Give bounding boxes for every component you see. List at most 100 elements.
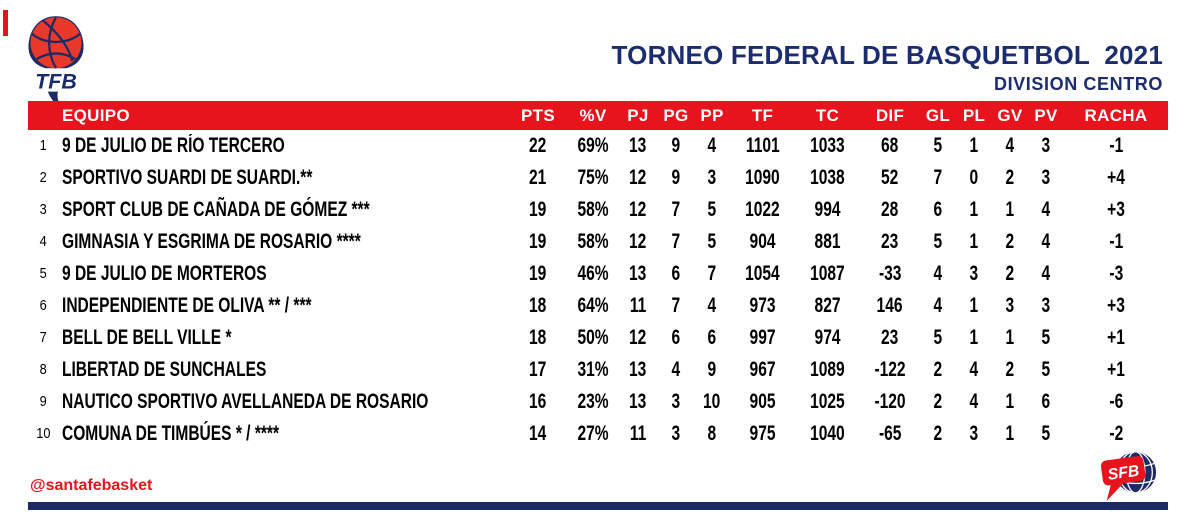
cell-rank: 9: [39, 393, 47, 410]
cell-rank: 7: [39, 329, 47, 346]
tfb-text: TFB: [35, 70, 77, 94]
cell-pctv: 75%: [577, 166, 609, 189]
tfb-logo: TFB: [28, 16, 84, 108]
cell-pj: 12: [629, 198, 647, 221]
cell-pv: 4: [1041, 198, 1051, 221]
column-header-pg: PG: [658, 101, 694, 130]
cell-team-name: SPORT CLUB DE CAÑADA DE GÓMEZ ***: [62, 198, 370, 221]
cell-gl: 4: [933, 262, 943, 285]
cell-pts: 18: [529, 294, 547, 317]
divider-bar: [28, 502, 1168, 510]
cell-pj: 11: [629, 422, 647, 445]
cell-pl: 3: [969, 262, 979, 285]
cell-pctv: 46%: [577, 262, 609, 285]
cell-pj: 11: [629, 294, 647, 317]
cell-tf: 997: [749, 326, 776, 349]
column-header-pctv: %V: [568, 101, 618, 130]
cell-tf: 1054: [745, 262, 780, 285]
cell-pg: 7: [671, 230, 681, 253]
cell-pj: 12: [629, 166, 647, 189]
cell-tf: 905: [749, 390, 776, 413]
column-header-pts: PTS: [508, 101, 568, 130]
cell-pts: 21: [529, 166, 547, 189]
cell-gv: 2: [1005, 166, 1015, 189]
cell-pl: 1: [969, 134, 979, 157]
cell-tf: 967: [749, 358, 776, 381]
cell-pg: 3: [671, 390, 681, 413]
cell-tc: 1038: [810, 166, 845, 189]
cell-pctv: 58%: [577, 230, 609, 253]
cell-pj: 12: [629, 326, 647, 349]
cell-dif: -120: [874, 390, 906, 413]
cell-tf: 975: [749, 422, 776, 445]
column-header-racha: RACHA: [1064, 101, 1168, 130]
cell-gl: 6: [933, 198, 943, 221]
cell-pv: 3: [1041, 134, 1051, 157]
cell-team-name: LIBERTAD DE SUNCHALES: [62, 358, 267, 381]
cell-tc: 1025: [810, 390, 845, 413]
cell-pv: 5: [1041, 326, 1051, 349]
cell-pl: 4: [969, 390, 979, 413]
cell-pv: 6: [1041, 390, 1051, 413]
cell-pctv: 50%: [577, 326, 609, 349]
cell-dif: 68: [881, 134, 899, 157]
table-row: 8 LIBERTAD DE SUNCHALES 17 31% 13 4 9 96…: [28, 354, 1168, 386]
cell-gl: 4: [933, 294, 943, 317]
cell-tc: 1033: [810, 134, 845, 157]
red-corner-mark: [3, 10, 8, 36]
cell-rank: 6: [39, 297, 47, 314]
cell-pctv: 64%: [577, 294, 609, 317]
standings-tbody: 1 9 DE JULIO DE RÍO TERCERO 22 69% 13 9 …: [28, 130, 1168, 450]
cell-rank: 1: [39, 137, 47, 154]
cell-gl: 2: [933, 422, 943, 445]
cell-racha: -6: [1109, 390, 1123, 413]
column-header-pp: PP: [694, 101, 730, 130]
cell-pp: 5: [707, 198, 717, 221]
cell-pts: 18: [529, 326, 547, 349]
column-header-tc: TC: [795, 101, 860, 130]
cell-gl: 5: [933, 326, 943, 349]
cell-pj: 13: [629, 134, 647, 157]
cell-pv: 4: [1041, 262, 1051, 285]
cell-racha: +1: [1107, 326, 1125, 349]
table-row: 2 SPORTIVO SUARDI DE SUARDI.** 21 75% 12…: [28, 162, 1168, 194]
cell-racha: -3: [1109, 262, 1123, 285]
cell-pv: 3: [1041, 166, 1051, 189]
column-header-dif: DIF: [860, 101, 920, 130]
table-row: 5 9 DE JULIO DE MORTEROS 19 46% 13 6 7 1…: [28, 258, 1168, 290]
cell-racha: -1: [1109, 134, 1123, 157]
cell-pv: 3: [1041, 294, 1051, 317]
table-row: 10 COMUNA DE TIMBÚES * / **** 14 27% 11 …: [28, 418, 1168, 450]
cell-team-name: 9 DE JULIO DE MORTEROS: [62, 262, 267, 285]
cell-pv: 5: [1041, 422, 1051, 445]
cell-dif: 23: [881, 326, 899, 349]
cell-team-name: COMUNA DE TIMBÚES * / ****: [62, 422, 280, 445]
cell-pv: 4: [1041, 230, 1051, 253]
cell-gl: 2: [933, 390, 943, 413]
cell-gv: 4: [1005, 134, 1015, 157]
cell-tf: 1090: [745, 166, 780, 189]
cell-pp: 8: [707, 422, 717, 445]
column-header-gl: GL: [920, 101, 956, 130]
header-row: EQUIPO PTS %V PJ PG PP TF TC DIF GL PL G…: [28, 101, 1168, 130]
cell-dif: 28: [881, 198, 899, 221]
cell-team-name: 9 DE JULIO DE RÍO TERCERO: [62, 134, 285, 157]
standings-table: EQUIPO PTS %V PJ PG PP TF TC DIF GL PL G…: [28, 101, 1168, 450]
cell-gv: 1: [1005, 422, 1015, 445]
cell-rank: 4: [39, 233, 47, 250]
cell-pp: 4: [707, 294, 717, 317]
cell-gv: 1: [1005, 198, 1015, 221]
cell-gl: 5: [933, 134, 943, 157]
column-header-gv: GV: [992, 101, 1028, 130]
cell-dif: -122: [874, 358, 906, 381]
cell-pg: 6: [671, 262, 681, 285]
page-subtitle: DIVISION CENTRO: [993, 74, 1163, 94]
table-row: 9 NAUTICO SPORTIVO AVELLANEDA DE ROSARIO…: [28, 386, 1168, 418]
cell-pl: 1: [969, 198, 979, 221]
cell-pctv: 27%: [577, 422, 609, 445]
cell-dif: -65: [878, 422, 902, 445]
cell-pp: 3: [707, 166, 717, 189]
cell-pctv: 31%: [577, 358, 609, 381]
cell-racha: +3: [1107, 198, 1125, 221]
